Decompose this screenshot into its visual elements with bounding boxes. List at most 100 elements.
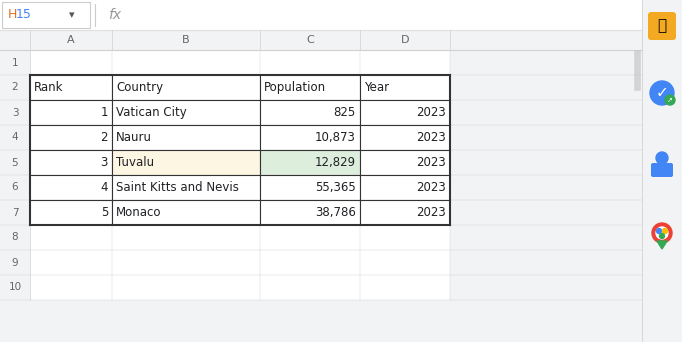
Bar xyxy=(30,50,112,75)
Bar xyxy=(260,50,360,75)
Bar xyxy=(260,275,360,300)
FancyBboxPatch shape xyxy=(651,163,673,177)
Text: 5: 5 xyxy=(101,206,108,219)
Text: 2023: 2023 xyxy=(416,156,446,169)
Text: A: A xyxy=(68,35,75,45)
Bar xyxy=(360,175,450,200)
Text: B: B xyxy=(182,35,190,45)
Bar xyxy=(112,125,260,150)
Bar xyxy=(0,125,30,150)
Bar xyxy=(360,150,450,175)
Text: D: D xyxy=(401,35,409,45)
Text: 7: 7 xyxy=(12,208,18,218)
Text: 825: 825 xyxy=(333,106,356,119)
Text: 2023: 2023 xyxy=(416,131,446,144)
Text: 6: 6 xyxy=(12,183,18,193)
Bar xyxy=(0,175,30,200)
Text: Year: Year xyxy=(364,81,389,94)
Bar xyxy=(30,150,112,175)
Bar xyxy=(0,0,642,30)
Bar xyxy=(112,150,260,175)
Text: 1: 1 xyxy=(12,57,18,67)
Bar xyxy=(360,275,450,300)
Text: 10,873: 10,873 xyxy=(315,131,356,144)
Bar xyxy=(260,200,360,225)
Text: ✓: ✓ xyxy=(655,86,668,101)
Text: Saint Kitts and Nevis: Saint Kitts and Nevis xyxy=(116,181,239,194)
Bar xyxy=(360,100,450,125)
Circle shape xyxy=(662,228,668,234)
Bar xyxy=(112,200,260,225)
Bar xyxy=(260,150,360,175)
Bar xyxy=(0,30,642,50)
Bar xyxy=(0,100,30,125)
Bar xyxy=(260,75,360,100)
Text: 55,365: 55,365 xyxy=(315,181,356,194)
Text: 2: 2 xyxy=(100,131,108,144)
Text: C: C xyxy=(306,35,314,45)
Bar xyxy=(112,150,260,175)
Bar xyxy=(30,175,112,200)
Bar xyxy=(112,275,260,300)
Circle shape xyxy=(665,95,675,105)
Bar xyxy=(112,175,260,200)
Text: 2023: 2023 xyxy=(416,106,446,119)
Bar xyxy=(634,50,640,90)
Text: 2023: 2023 xyxy=(416,206,446,219)
Bar xyxy=(360,50,450,75)
Bar xyxy=(0,200,30,225)
Bar xyxy=(260,250,360,275)
Bar xyxy=(30,100,112,125)
Bar xyxy=(360,250,450,275)
Text: Population: Population xyxy=(264,81,326,94)
Text: 12,829: 12,829 xyxy=(315,156,356,169)
Bar xyxy=(0,50,30,75)
Polygon shape xyxy=(657,241,667,249)
Circle shape xyxy=(657,228,662,234)
Text: ▾: ▾ xyxy=(69,10,75,20)
Bar xyxy=(2,2,90,28)
Text: 38,786: 38,786 xyxy=(315,206,356,219)
Bar xyxy=(260,225,360,250)
Bar xyxy=(0,225,30,250)
Bar xyxy=(260,125,360,150)
Text: 1: 1 xyxy=(100,106,108,119)
Bar xyxy=(112,225,260,250)
Text: 3: 3 xyxy=(101,156,108,169)
Bar xyxy=(112,50,260,75)
Text: Rank: Rank xyxy=(34,81,63,94)
Text: Monaco: Monaco xyxy=(116,206,162,219)
Text: 2: 2 xyxy=(12,82,18,92)
Text: 5: 5 xyxy=(12,158,18,168)
Text: 2023: 2023 xyxy=(416,181,446,194)
Circle shape xyxy=(652,223,672,243)
Text: 4: 4 xyxy=(12,132,18,143)
Bar xyxy=(112,250,260,275)
Text: Vatican City: Vatican City xyxy=(116,106,187,119)
Bar xyxy=(30,200,112,225)
Bar xyxy=(0,75,30,100)
Circle shape xyxy=(656,152,668,164)
Bar xyxy=(360,225,450,250)
Bar xyxy=(642,0,682,342)
Circle shape xyxy=(659,234,664,238)
Bar xyxy=(360,200,450,225)
Bar xyxy=(30,75,112,100)
Text: H: H xyxy=(8,9,17,22)
Text: Tuvalu: Tuvalu xyxy=(116,156,154,169)
Text: 8: 8 xyxy=(12,233,18,242)
Text: fx: fx xyxy=(108,8,121,22)
Text: 3: 3 xyxy=(12,107,18,118)
Text: 15: 15 xyxy=(16,9,32,22)
Bar xyxy=(360,75,450,100)
Bar xyxy=(0,150,30,175)
Bar xyxy=(30,125,112,150)
Bar xyxy=(30,225,112,250)
Bar xyxy=(260,175,360,200)
Bar xyxy=(30,250,112,275)
Bar xyxy=(0,250,30,275)
Bar xyxy=(360,125,450,150)
Circle shape xyxy=(656,227,668,239)
Bar xyxy=(260,150,360,175)
Text: 9: 9 xyxy=(12,258,18,267)
